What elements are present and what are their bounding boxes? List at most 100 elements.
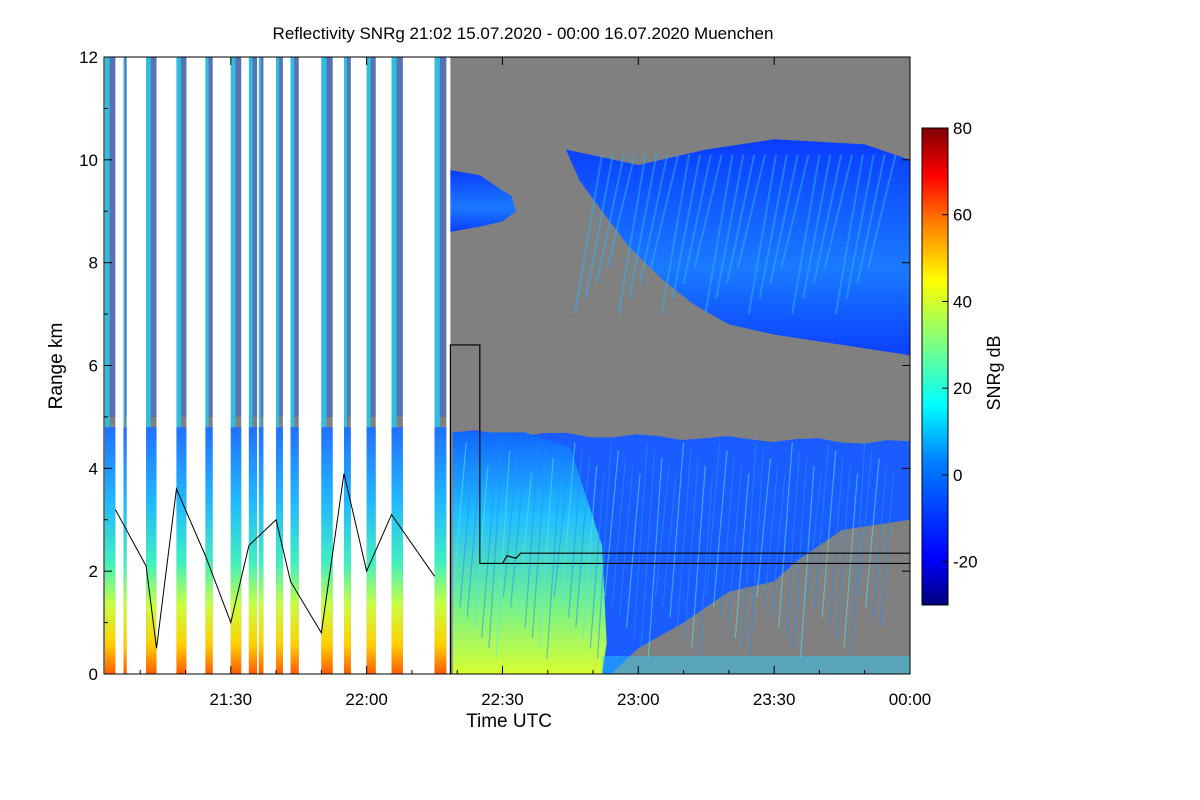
streak	[531, 450, 547, 639]
overlay-line	[501, 552, 910, 564]
streak	[778, 442, 793, 628]
x-tick-label: 21:30	[210, 690, 253, 709]
streak	[510, 465, 525, 608]
streak	[763, 465, 779, 608]
cirrus-streak	[823, 154, 854, 269]
streak	[756, 457, 772, 597]
streak	[575, 458, 591, 628]
scan-column-noise	[396, 57, 403, 417]
cirrus-streak	[704, 154, 734, 315]
scan-column-signal	[123, 427, 127, 674]
scan-column-noise	[439, 57, 447, 417]
scan-column-upper	[176, 57, 181, 428]
scan-column-signal	[230, 427, 242, 674]
cirrus-streak	[856, 154, 886, 284]
streak	[850, 442, 866, 659]
scan-column-upper	[230, 57, 236, 428]
chart-title: Reflectivity SNRg 21:02 15.07.2020 - 00:…	[273, 24, 774, 43]
streak	[662, 473, 677, 608]
streak	[865, 457, 880, 608]
streak	[691, 465, 706, 649]
ground-noise	[602, 656, 910, 674]
scan-column-bg	[230, 57, 242, 674]
cirrus-streak	[617, 154, 647, 315]
scan-column-bg	[290, 57, 299, 674]
scan-column-signal	[321, 427, 333, 674]
cirrus-streak	[606, 154, 636, 269]
streak	[495, 450, 511, 659]
streak	[517, 473, 533, 618]
streak	[676, 450, 692, 628]
streak	[596, 442, 612, 659]
streak	[466, 457, 482, 618]
cirrus-streak	[650, 154, 680, 269]
scan-column-noise	[252, 57, 258, 417]
y-tick-label: 6	[89, 357, 98, 376]
x-tick-label: 22:30	[481, 690, 524, 709]
scan-column-bg	[276, 57, 283, 674]
scan-column-noise	[208, 57, 213, 417]
streak	[625, 473, 641, 628]
colorbar-gradient	[921, 127, 949, 606]
streak	[654, 465, 670, 597]
streak	[828, 458, 844, 628]
streak	[879, 473, 895, 628]
scan-column-signal	[434, 427, 447, 674]
cirrus-streak	[595, 154, 625, 284]
scan-column-bg	[343, 57, 351, 674]
streak	[770, 473, 786, 618]
overlay-line	[449, 344, 910, 674]
scan-column-bg	[258, 57, 264, 674]
scan-column-noise	[235, 57, 242, 417]
scan-column-bg	[205, 57, 213, 674]
scan-column-noise	[279, 57, 283, 417]
colorbar-tick-label: 80	[953, 119, 972, 138]
streak	[567, 450, 583, 618]
streak	[843, 473, 859, 649]
scan-column-bg	[123, 57, 127, 674]
streak	[459, 450, 475, 608]
colorbar-ticks: -20 0 20 40 60 80	[942, 119, 978, 572]
colorbar-tick-label: -20	[953, 553, 978, 572]
colorbar-label: SNRg dB	[984, 335, 1004, 410]
streak	[872, 465, 888, 618]
streak	[560, 442, 576, 608]
x-tick-label: 22:00	[345, 690, 388, 709]
streak	[720, 457, 735, 618]
scan-column-upper	[434, 57, 440, 428]
scan-column-noise	[150, 57, 157, 417]
y-tick-label: 8	[89, 254, 98, 273]
cirrus-streak	[834, 154, 864, 315]
scan-column-noise	[294, 57, 299, 417]
cirrus-streak	[769, 154, 799, 284]
streak	[734, 473, 750, 639]
overlay-lines	[114, 344, 910, 674]
colorbar-tick-label: 60	[953, 206, 972, 225]
y-axis: 0 2 4 6 8 10 12	[79, 48, 910, 684]
y-axis-label: Range km	[46, 323, 67, 410]
streak	[452, 442, 467, 597]
streak	[611, 457, 627, 608]
scan-column-upper	[321, 57, 327, 428]
streak	[669, 442, 685, 618]
x-tick-label: 00:00	[889, 690, 932, 709]
streak	[640, 450, 656, 649]
scan-column-signal	[146, 427, 157, 674]
streak	[727, 465, 743, 628]
scan-column-noise	[260, 57, 264, 417]
cirrus-streak	[845, 154, 875, 299]
scan-column-signal	[343, 427, 351, 674]
y-tick-label: 4	[89, 459, 98, 478]
scan-column-noise	[326, 57, 333, 417]
scan-column-bg	[434, 57, 447, 674]
scan-column-upper	[366, 57, 371, 428]
scan-column-noise	[180, 57, 187, 417]
scan-column-bg	[366, 57, 376, 674]
scan-column-noise	[370, 57, 376, 417]
y-tick-label: 10	[79, 151, 98, 170]
scan-column-noise	[109, 57, 116, 417]
scan-column-signal	[366, 427, 376, 674]
y-tick-label: 12	[79, 48, 98, 67]
streak	[488, 442, 504, 649]
cirrus-streak	[802, 154, 832, 299]
